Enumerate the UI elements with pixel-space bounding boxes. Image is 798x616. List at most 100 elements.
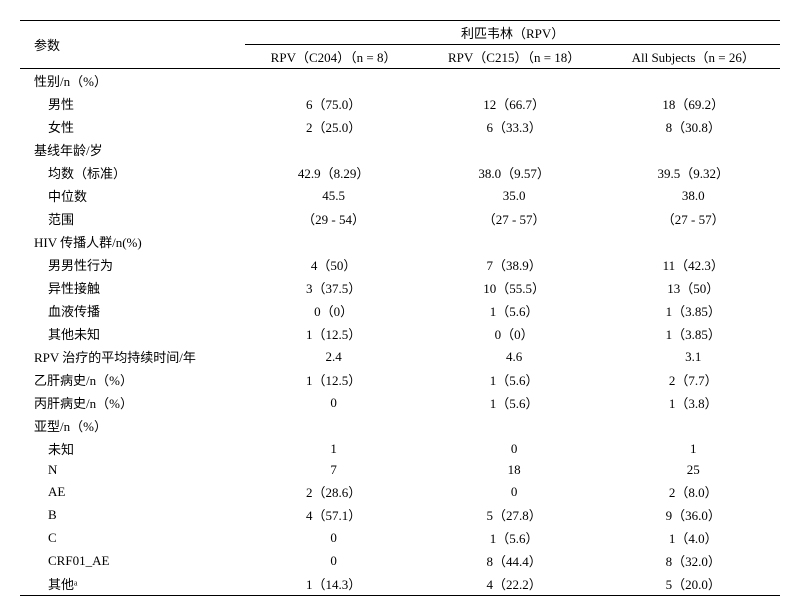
cell: 1（14.3） bbox=[245, 572, 422, 596]
row-label: CRF01_AE bbox=[20, 549, 245, 572]
row-label: 男男性行为 bbox=[20, 253, 245, 276]
cell: 1（3.8） bbox=[606, 391, 780, 414]
cell: 2（8.0） bbox=[606, 480, 780, 503]
row-label: 女性 bbox=[20, 115, 245, 138]
cell: 38.0（9.57） bbox=[422, 161, 607, 184]
cell: 0 bbox=[422, 480, 607, 503]
row-label: 其他未知 bbox=[20, 322, 245, 345]
row-label: AE bbox=[20, 480, 245, 503]
cell: 3.1 bbox=[606, 345, 780, 368]
cell: 3（37.5） bbox=[245, 276, 422, 299]
table-row: B4（57.1）5（27.8）9（36.0） bbox=[20, 503, 780, 526]
cell: 1（3.85） bbox=[606, 299, 780, 322]
row-label: 性别/n（%） bbox=[20, 69, 245, 93]
cell: 8（30.8） bbox=[606, 115, 780, 138]
cell: 1（12.5） bbox=[245, 368, 422, 391]
cell bbox=[245, 230, 422, 253]
cell: 0 bbox=[245, 549, 422, 572]
row-label: 亚型/n（%） bbox=[20, 414, 245, 437]
cell bbox=[245, 414, 422, 437]
cell: 0 bbox=[245, 526, 422, 549]
cell: 0（0） bbox=[245, 299, 422, 322]
cell bbox=[422, 69, 607, 93]
cell: 11（42.3） bbox=[606, 253, 780, 276]
table-row: 女性2（25.0）6（33.3）8（30.8） bbox=[20, 115, 780, 138]
cell: 8（44.4） bbox=[422, 549, 607, 572]
cell bbox=[606, 69, 780, 93]
cell: 1 bbox=[606, 437, 780, 460]
row-label: RPV 治疗的平均持续时间/年 bbox=[20, 345, 245, 368]
table-row: 异性接触3（37.5）10（55.5）13（50） bbox=[20, 276, 780, 299]
table-row: 乙肝病史/n（%）1（12.5）1（5.6）2（7.7） bbox=[20, 368, 780, 391]
row-label: 丙肝病史/n（%） bbox=[20, 391, 245, 414]
header-param: 参数 bbox=[20, 21, 245, 69]
cell bbox=[422, 138, 607, 161]
cell: 4（22.2） bbox=[422, 572, 607, 596]
cell: 25 bbox=[606, 460, 780, 480]
row-label: 异性接触 bbox=[20, 276, 245, 299]
demographics-table: 参数 利匹韦林（RPV） RPV（C204）（n = 8） RPV（C215）（… bbox=[20, 20, 780, 596]
cell: 12（66.7） bbox=[422, 92, 607, 115]
row-label: 未知 bbox=[20, 437, 245, 460]
header-col1: RPV（C204）（n = 8） bbox=[245, 45, 422, 69]
cell: （27 - 57） bbox=[606, 207, 780, 230]
cell: 2（7.7） bbox=[606, 368, 780, 391]
cell: 7 bbox=[245, 460, 422, 480]
table-row: 均数（标准）42.9（8.29）38.0（9.57）39.5（9.32） bbox=[20, 161, 780, 184]
cell: 45.5 bbox=[245, 184, 422, 207]
table-row: 血液传播0（0）1（5.6）1（3.85） bbox=[20, 299, 780, 322]
row-label: 血液传播 bbox=[20, 299, 245, 322]
cell: 7（38.9） bbox=[422, 253, 607, 276]
cell: 0（0） bbox=[422, 322, 607, 345]
table-row: 其他未知1（12.5）0（0）1（3.85） bbox=[20, 322, 780, 345]
row-label: 均数（标准） bbox=[20, 161, 245, 184]
table-row: HIV 传播人群/n(%) bbox=[20, 230, 780, 253]
row-label: 乙肝病史/n（%） bbox=[20, 368, 245, 391]
row-label: 其他ᵃ bbox=[20, 572, 245, 596]
cell: 42.9（8.29） bbox=[245, 161, 422, 184]
cell: 2（25.0） bbox=[245, 115, 422, 138]
cell: 35.0 bbox=[422, 184, 607, 207]
cell: （29 - 54） bbox=[245, 207, 422, 230]
table-row: 基线年龄/岁 bbox=[20, 138, 780, 161]
row-label: 中位数 bbox=[20, 184, 245, 207]
cell: 1（5.6） bbox=[422, 368, 607, 391]
cell bbox=[245, 69, 422, 93]
cell: 1（3.85） bbox=[606, 322, 780, 345]
table-row: 中位数45.535.038.0 bbox=[20, 184, 780, 207]
table-row: 性别/n（%） bbox=[20, 69, 780, 93]
cell: 1 bbox=[245, 437, 422, 460]
cell: 4（50） bbox=[245, 253, 422, 276]
cell: 0 bbox=[245, 391, 422, 414]
cell bbox=[422, 414, 607, 437]
table-row: N71825 bbox=[20, 460, 780, 480]
cell: 13（50） bbox=[606, 276, 780, 299]
table-row: 范围（29 - 54）（27 - 57）（27 - 57） bbox=[20, 207, 780, 230]
cell: 4.6 bbox=[422, 345, 607, 368]
row-label: C bbox=[20, 526, 245, 549]
header-col3: All Subjects（n = 26） bbox=[606, 45, 780, 69]
table-row: 亚型/n（%） bbox=[20, 414, 780, 437]
cell: 5（20.0） bbox=[606, 572, 780, 596]
table-row: CRF01_AE08（44.4）8（32.0） bbox=[20, 549, 780, 572]
cell: 10（55.5） bbox=[422, 276, 607, 299]
row-label: N bbox=[20, 460, 245, 480]
cell: 5（27.8） bbox=[422, 503, 607, 526]
cell: （27 - 57） bbox=[422, 207, 607, 230]
cell bbox=[245, 138, 422, 161]
cell: 1（4.0） bbox=[606, 526, 780, 549]
table-body: 性别/n（%）男性6（75.0）12（66.7）18（69.2）女性2（25.0… bbox=[20, 69, 780, 596]
table-row: 其他ᵃ1（14.3）4（22.2）5（20.0） bbox=[20, 572, 780, 596]
table-row: 男男性行为4（50）7（38.9）11（42.3） bbox=[20, 253, 780, 276]
cell: 1（5.6） bbox=[422, 526, 607, 549]
row-label: 男性 bbox=[20, 92, 245, 115]
cell bbox=[422, 230, 607, 253]
cell bbox=[606, 414, 780, 437]
row-label: B bbox=[20, 503, 245, 526]
cell: 0 bbox=[422, 437, 607, 460]
cell: 2.4 bbox=[245, 345, 422, 368]
table-row: C01（5.6）1（4.0） bbox=[20, 526, 780, 549]
cell: 1（12.5） bbox=[245, 322, 422, 345]
row-label: 基线年龄/岁 bbox=[20, 138, 245, 161]
cell: 6（75.0） bbox=[245, 92, 422, 115]
